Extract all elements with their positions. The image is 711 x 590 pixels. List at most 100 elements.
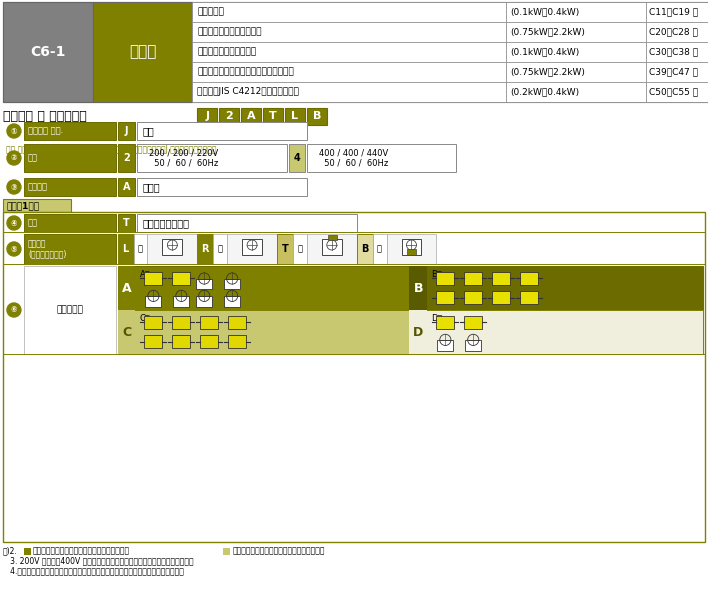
Bar: [146, 296, 161, 307]
Text: ⑤: ⑤: [11, 244, 17, 254]
Bar: [373, 234, 387, 264]
Text: C式: C式: [139, 313, 150, 323]
Bar: [646, 82, 708, 102]
Text: T: T: [123, 218, 130, 228]
Circle shape: [7, 242, 21, 256]
Circle shape: [7, 303, 21, 317]
Bar: [3, 2, 92, 102]
Bar: [24, 234, 116, 264]
Bar: [263, 107, 283, 124]
Text: 右: 右: [218, 244, 223, 254]
Bar: [137, 122, 307, 140]
Bar: [137, 144, 287, 172]
Circle shape: [7, 216, 21, 230]
Bar: [506, 62, 646, 82]
Bar: [464, 272, 482, 285]
Bar: [492, 291, 510, 304]
Bar: [117, 266, 136, 310]
Bar: [144, 316, 162, 329]
Bar: [117, 144, 136, 172]
Bar: [407, 249, 417, 255]
Bar: [3, 199, 70, 212]
Text: A式: A式: [139, 270, 150, 278]
Text: 高効率（JIS C4212）　三相モータ: 高効率（JIS C4212） 三相モータ: [197, 87, 299, 97]
Bar: [192, 2, 506, 22]
Bar: [520, 291, 538, 304]
Text: R: R: [201, 244, 209, 254]
Bar: [3, 212, 705, 542]
Text: C6-1: C6-1: [30, 45, 65, 59]
Text: C50～C55 頁: C50～C55 頁: [648, 87, 697, 97]
Bar: [387, 234, 437, 264]
Bar: [197, 107, 217, 124]
Bar: [506, 2, 646, 22]
Text: 屋外形: 屋外形: [129, 44, 156, 60]
Text: 上: 上: [297, 244, 302, 254]
Bar: [241, 107, 261, 124]
Bar: [465, 340, 481, 350]
Bar: [410, 266, 427, 310]
Text: 屋外形: 屋外形: [142, 182, 160, 192]
Bar: [224, 296, 240, 307]
Text: J: J: [125, 126, 128, 136]
Bar: [307, 107, 327, 124]
Text: ①: ①: [11, 126, 17, 136]
Bar: [307, 144, 456, 172]
Bar: [242, 239, 262, 255]
Bar: [173, 296, 189, 307]
Bar: [196, 296, 212, 307]
Bar: [646, 22, 708, 42]
Bar: [192, 42, 506, 62]
Bar: [492, 272, 510, 285]
Bar: [328, 235, 337, 240]
Text: ②: ②: [11, 153, 17, 162]
Text: A: A: [247, 111, 255, 121]
Text: 注)2.: 注)2.: [3, 546, 18, 556]
Bar: [196, 278, 212, 289]
Text: (0.75kW～2.2kW): (0.75kW～2.2kW): [510, 28, 585, 37]
Bar: [117, 266, 412, 310]
Bar: [410, 310, 703, 354]
Bar: [289, 144, 305, 172]
Text: 端子符1仕様: 端子符1仕様: [7, 201, 40, 210]
Bar: [228, 316, 246, 329]
Bar: [410, 310, 427, 354]
Text: B: B: [414, 281, 423, 294]
Text: T: T: [282, 244, 289, 254]
Bar: [117, 310, 136, 354]
Text: 種類: 種類: [28, 218, 38, 228]
Bar: [224, 278, 240, 289]
Text: インバータ用三相モータ: インバータ用三相モータ: [197, 48, 257, 57]
Text: インバータ用プレミアム効率三相モータ: インバータ用プレミアム効率三相モータ: [197, 67, 294, 77]
Bar: [117, 178, 136, 196]
Text: 3. 200V クラス、400V クラス以外の電圧についてはお問い合わせください。: 3. 200V クラス、400V クラス以外の電圧についてはお問い合わせください…: [3, 556, 193, 565]
Text: 注１.海外仕様対応／向け先国別モータ仕様の標準仕様とオプション仕様は、J 章をご参照ください。: 注１.海外仕様対応／向け先国別モータ仕様の標準仕様とオプション仕様は、J 章をご…: [6, 145, 216, 153]
Bar: [24, 266, 116, 354]
Text: 4: 4: [294, 153, 300, 163]
Text: B: B: [313, 111, 321, 121]
Bar: [307, 234, 357, 264]
Bar: [137, 214, 357, 232]
Bar: [293, 234, 307, 264]
Text: C11～C19 頁: C11～C19 頁: [648, 8, 697, 17]
Text: ④: ④: [11, 218, 17, 228]
Bar: [92, 2, 192, 102]
Text: 200 / 200 / 220V
  50 /  60 /  60Hz: 200 / 200 / 220V 50 / 60 / 60Hz: [149, 148, 219, 168]
Text: 2: 2: [225, 111, 233, 121]
Text: B式: B式: [432, 270, 442, 278]
Text: D: D: [413, 326, 424, 339]
Text: (0.1kW～0.4kW): (0.1kW～0.4kW): [510, 48, 579, 57]
Bar: [137, 178, 307, 196]
Bar: [147, 234, 197, 264]
Bar: [172, 272, 191, 285]
Bar: [437, 291, 454, 304]
Text: C30～C38 頁: C30～C38 頁: [648, 48, 697, 57]
Text: 使用環境: 使用環境: [28, 182, 48, 192]
Bar: [437, 316, 454, 329]
Text: 取付位置
(出力側から見て): 取付位置 (出力側から見て): [28, 240, 66, 258]
Circle shape: [7, 151, 21, 165]
Bar: [3, 2, 708, 102]
Text: L: L: [122, 244, 129, 254]
Circle shape: [7, 124, 21, 138]
Bar: [24, 144, 116, 172]
